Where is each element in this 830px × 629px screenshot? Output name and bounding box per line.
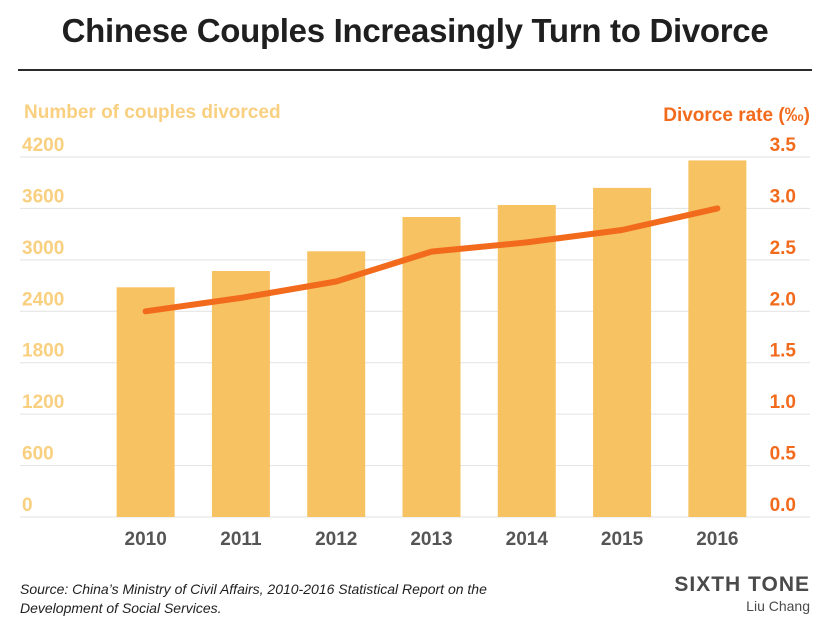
- rate-point-2012: [335, 280, 337, 282]
- rate-point-2011: [240, 297, 242, 299]
- rate-point-2013: [431, 251, 432, 253]
- right-tick-label: 1.5: [770, 341, 797, 362]
- right-tick-label: 3.0: [770, 186, 796, 207]
- bar-2013: [402, 217, 461, 517]
- bar-2012: [307, 251, 366, 518]
- brand-logo: SIXTH TONE: [674, 573, 810, 596]
- rate-point-2015: [621, 229, 623, 231]
- left-tick-label: 4200: [22, 135, 64, 156]
- right-tick-label: 2.0: [770, 289, 796, 310]
- chart-title: Chinese Couples Increasingly Turn to Div…: [61, 12, 769, 49]
- left-tick-label: 3000: [22, 238, 64, 259]
- left-tick-label: 0: [22, 495, 33, 516]
- bar-2010: [116, 287, 175, 517]
- author-credit: Liu Chang: [746, 598, 810, 614]
- left-tick-label: 1200: [22, 392, 64, 413]
- right-axis-label: Divorce rate (‰): [663, 105, 810, 126]
- x-tick-label: 2015: [601, 529, 644, 550]
- rate-point-2010: [145, 310, 147, 312]
- left-axis-label: Number of couples divorced: [24, 102, 281, 123]
- left-tick-label: 1800: [22, 341, 64, 362]
- left-axis-ticks: 0 600 1200 1800 2400 3000 3600 4200: [22, 135, 64, 516]
- x-tick-label: 2016: [696, 529, 738, 550]
- right-tick-label: 3.5: [770, 135, 797, 156]
- bar-2011: [211, 271, 270, 517]
- right-axis-ticks: 0.0 0.5 1.0 1.5 2.0 2.5 3.0 3.5: [770, 135, 797, 516]
- bars: [116, 160, 747, 518]
- bar-2016: [688, 160, 747, 517]
- rate-point-2014: [526, 241, 528, 243]
- left-tick-label: 2400: [22, 289, 64, 310]
- x-axis-ticks: 2010 2011 2012 2013 2014 2015 2016: [125, 529, 739, 550]
- right-tick-label: 0.5: [770, 444, 797, 465]
- bar-2015: [593, 187, 652, 517]
- bar-2014: [497, 205, 556, 517]
- source-note: Source: China’s Ministry of Civil Affair…: [20, 581, 487, 616]
- rate-point-2016: [716, 207, 718, 209]
- right-tick-label: 2.5: [770, 238, 797, 259]
- x-tick-label: 2012: [315, 529, 357, 550]
- right-tick-label: 1.0: [770, 392, 796, 413]
- left-tick-label: 3600: [22, 186, 64, 207]
- x-tick-label: 2011: [220, 529, 262, 550]
- left-tick-label: 600: [22, 444, 54, 465]
- rate-line: [142, 205, 721, 315]
- x-tick-label: 2013: [410, 529, 452, 550]
- x-tick-label: 2014: [506, 529, 549, 550]
- title-rule: [18, 69, 812, 71]
- x-tick-label: 2010: [125, 529, 167, 550]
- right-tick-label: 0.0: [770, 495, 796, 516]
